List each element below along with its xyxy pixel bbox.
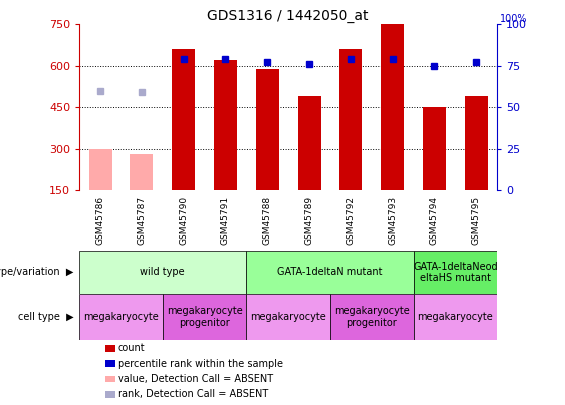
Text: GSM45793: GSM45793 bbox=[388, 196, 397, 245]
Text: GSM45791: GSM45791 bbox=[221, 196, 230, 245]
Bar bbox=[256, 68, 279, 190]
Bar bbox=[414, 251, 497, 294]
Text: megakaryocyte: megakaryocyte bbox=[250, 312, 326, 322]
Text: GSM45786: GSM45786 bbox=[95, 196, 105, 245]
Text: GSM45795: GSM45795 bbox=[472, 196, 481, 245]
Bar bbox=[340, 49, 362, 190]
Text: GSM45794: GSM45794 bbox=[430, 196, 439, 245]
Bar bbox=[246, 294, 330, 340]
Bar bbox=[79, 294, 163, 340]
Text: count: count bbox=[118, 343, 145, 353]
Text: value, Detection Call = ABSENT: value, Detection Call = ABSENT bbox=[118, 374, 273, 384]
Text: megakaryocyte
progenitor: megakaryocyte progenitor bbox=[167, 306, 242, 328]
Text: GATA-1deltaN mutant: GATA-1deltaN mutant bbox=[277, 267, 383, 277]
Bar bbox=[246, 251, 414, 294]
Text: GSM45789: GSM45789 bbox=[305, 196, 314, 245]
Text: GSM45788: GSM45788 bbox=[263, 196, 272, 245]
Bar bbox=[163, 294, 246, 340]
Bar bbox=[414, 294, 497, 340]
Bar bbox=[423, 107, 446, 190]
Text: percentile rank within the sample: percentile rank within the sample bbox=[118, 359, 282, 369]
Bar bbox=[172, 49, 195, 190]
Bar bbox=[79, 251, 246, 294]
Bar bbox=[465, 96, 488, 190]
Text: GSM45790: GSM45790 bbox=[179, 196, 188, 245]
Text: megakaryocyte: megakaryocyte bbox=[83, 312, 159, 322]
Bar bbox=[131, 154, 153, 190]
Text: 100%: 100% bbox=[500, 14, 528, 24]
Text: GSM45792: GSM45792 bbox=[346, 196, 355, 245]
Bar bbox=[330, 294, 414, 340]
Text: megakaryocyte: megakaryocyte bbox=[418, 312, 493, 322]
Bar bbox=[381, 24, 404, 190]
Bar bbox=[89, 149, 111, 190]
Text: megakaryocyte
progenitor: megakaryocyte progenitor bbox=[334, 306, 410, 328]
Text: cell type  ▶: cell type ▶ bbox=[18, 312, 73, 322]
Bar bbox=[214, 60, 237, 190]
Text: rank, Detection Call = ABSENT: rank, Detection Call = ABSENT bbox=[118, 390, 268, 399]
Text: GSM45787: GSM45787 bbox=[137, 196, 146, 245]
Bar bbox=[298, 96, 320, 190]
Text: GATA-1deltaNeod
eltaHS mutant: GATA-1deltaNeod eltaHS mutant bbox=[413, 262, 498, 283]
Text: wild type: wild type bbox=[141, 267, 185, 277]
Title: GDS1316 / 1442050_at: GDS1316 / 1442050_at bbox=[207, 9, 369, 23]
Text: genotype/variation  ▶: genotype/variation ▶ bbox=[0, 267, 73, 277]
